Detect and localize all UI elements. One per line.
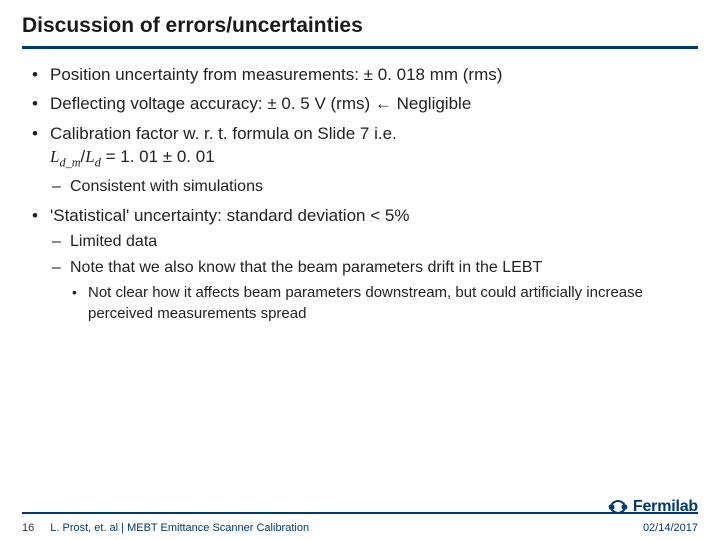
bullet-text: Position uncertainty from measurements: … — [50, 65, 502, 84]
page-number: 16 — [22, 522, 34, 534]
bullet-text: Not clear how it affects beam parameters… — [88, 284, 643, 322]
bullet-text: 'Statistical' uncertainty: standard devi… — [50, 206, 409, 225]
bullet-sub-item: Limited data — [50, 231, 698, 253]
bullet-text: Calibration factor w. r. t. formula on S… — [50, 124, 397, 143]
bullet-text: Consistent with simulations — [70, 178, 263, 195]
slide-footer: 16 L. Prost, et. al | MEBT Emittance Sca… — [0, 512, 720, 534]
bullet-text: Note that we also know that the beam par… — [70, 259, 542, 276]
slide-title: Discussion of errors/uncertainties — [22, 14, 698, 44]
slide-body: Position uncertainty from measurements: … — [22, 49, 698, 325]
footer-authors: L. Prost, et. al | MEBT Emittance Scanne… — [50, 522, 309, 534]
bullet-text: Deflecting voltage accuracy: ± 0. 5 V (r… — [50, 94, 471, 113]
formula: Ld_m/Ld = 1. 01 ± 0. 01 — [50, 147, 215, 166]
bullet-text: Limited data — [70, 233, 157, 250]
slide: Discussion of errors/uncertainties Posit… — [0, 0, 720, 540]
bullet-item: Position uncertainty from measurements: … — [28, 63, 698, 86]
bullet-item: Calibration factor w. r. t. formula on S… — [28, 122, 698, 198]
bullet-sub-item: Consistent with simulations — [50, 176, 698, 198]
footer-rule — [22, 512, 698, 514]
footer-date: 02/14/2017 — [643, 522, 698, 534]
formula-rhs: = 1. 01 ± 0. 01 — [101, 147, 215, 166]
formula-lhs-sub: d_m — [59, 156, 80, 170]
bullet-sub-item: Note that we also know that the beam par… — [50, 257, 698, 324]
bullet-item: 'Statistical' uncertainty: standard devi… — [28, 204, 698, 325]
bullet-item: Deflecting voltage accuracy: ± 0. 5 V (r… — [28, 92, 698, 115]
bullet-subsub-item: Not clear how it affects beam parameters… — [70, 283, 698, 324]
formula-div-base: L — [85, 147, 94, 166]
